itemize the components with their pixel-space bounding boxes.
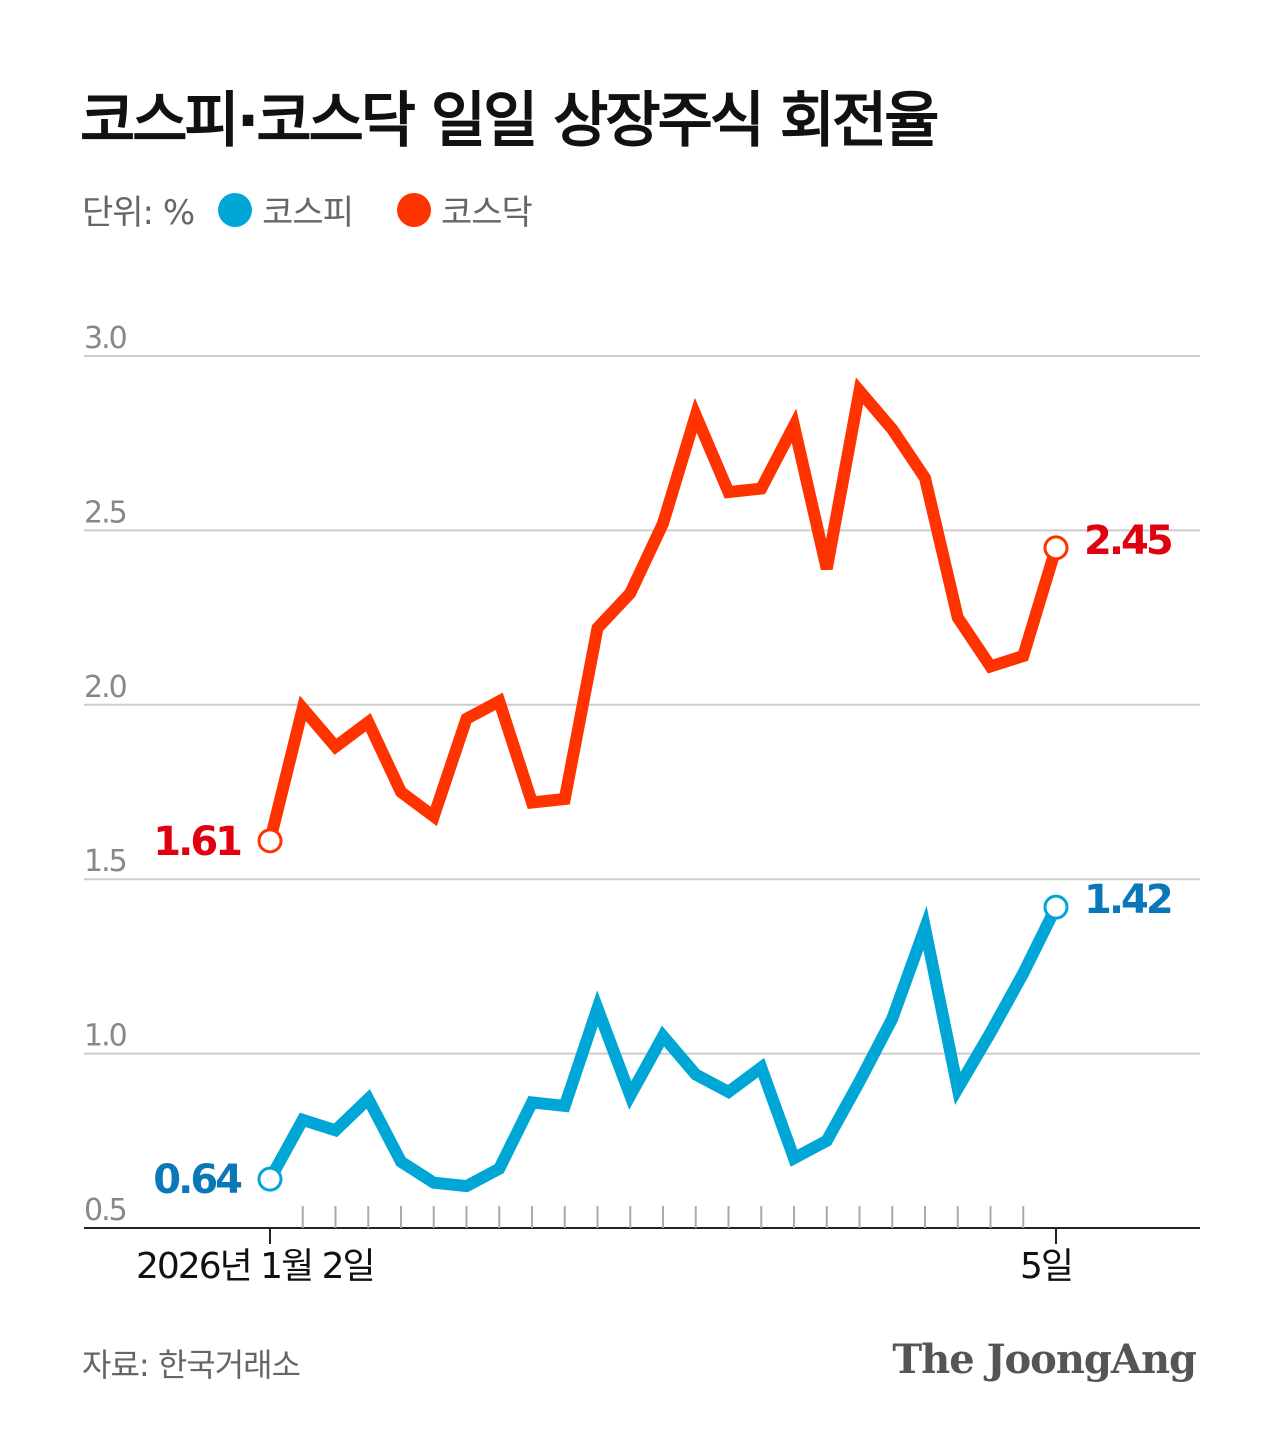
start-value-label: 0.64 (153, 1157, 241, 1203)
start-value-label: 1.61 (153, 819, 241, 865)
legend-item-kospi: 코스피 (194, 185, 354, 234)
endpoint-marker (1043, 894, 1069, 920)
y-tick-label: 1.0 (84, 1019, 127, 1054)
series-line-kosdaq (264, 377, 1062, 843)
x-tick-label: 2026년 1월 2일 (136, 1246, 374, 1287)
source-note: 자료: 한국거래소 (82, 1346, 301, 1384)
x-tick-label: 5일 (1020, 1246, 1072, 1287)
unit-label: 단위: % (82, 193, 195, 233)
end-value-label: 1.42 (1084, 877, 1171, 923)
publisher-logo: The JoongAng (892, 1336, 1197, 1383)
end-value-label: 2.45 (1084, 518, 1172, 564)
y-tick-label: 3.0 (84, 321, 127, 356)
y-tick-label: 0.5 (84, 1193, 126, 1228)
legend: 단위: % 코스피 코스닥 (82, 185, 552, 234)
legend-item-kosdaq: 코스닥 (373, 185, 533, 234)
legend-dot-icon (218, 192, 253, 227)
y-tick-label: 2.0 (84, 670, 127, 705)
chart-title: 코스피·코스닥 일일 상장주식 회전율 (80, 86, 939, 156)
endpoint-marker (1043, 535, 1069, 561)
legend-label: 코스닥 (440, 193, 533, 233)
y-tick-label: 2.5 (84, 495, 126, 530)
endpoint-marker (257, 1166, 283, 1192)
legend-dot-icon (396, 192, 431, 227)
y-tick-label: 1.5 (84, 844, 126, 879)
endpoint-marker (257, 828, 283, 854)
legend-label: 코스피 (262, 193, 354, 233)
series-line-kospi (264, 904, 1062, 1193)
